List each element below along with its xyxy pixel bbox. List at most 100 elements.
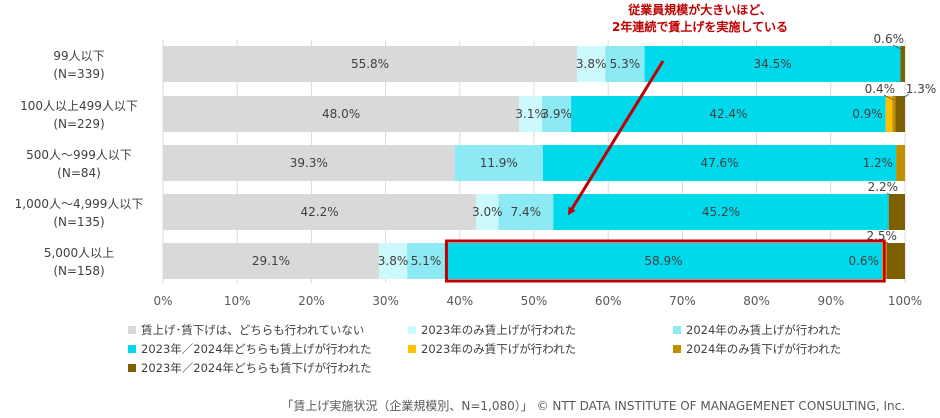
data-label: 58.9% (644, 254, 682, 268)
highlight-box (444, 239, 886, 283)
bar-segment (577, 46, 606, 82)
legend-swatch (673, 326, 681, 334)
legend-item: 2023年／2024年どちらも賃下げが行われた (128, 360, 371, 376)
category-sample-size: (N=158) (53, 264, 105, 278)
label-leader-line (899, 93, 910, 101)
legend-swatch (128, 345, 136, 353)
legend-item: 2024年のみ賃下げが行われた (673, 341, 841, 357)
category-label: 5,000人以上 (N=158) (4, 244, 154, 280)
category-name: 500人～999人以下 (26, 148, 132, 162)
category-label: 500人～999人以下 (N=84) (4, 146, 154, 182)
bar-segment (888, 194, 905, 230)
category-label: 100人以上499人以下 (N=229) (4, 97, 154, 133)
data-label: 3.0% (472, 205, 503, 219)
bar-segment (163, 96, 520, 132)
x-tick-label: 80% (743, 294, 770, 308)
legend-swatch (408, 326, 416, 334)
category-sample-size: (N=229) (53, 117, 105, 131)
bar-segment (519, 96, 543, 132)
bar-segment (900, 46, 905, 82)
legend-item: 2024年のみ賃上げが行われた (673, 322, 841, 338)
chart-caption: 「賃上げ実施状況（企業規模別、N=1,080）」 © NTT DATA INST… (281, 399, 905, 413)
data-label: 3.8% (378, 254, 409, 268)
label-leader-line (885, 241, 896, 248)
legend-label: 賃上げ･賃下げは、どちらも行われていない (141, 323, 365, 337)
bar-segment (542, 96, 572, 132)
bar-segment (885, 96, 893, 132)
data-label: 0.9% (852, 107, 883, 121)
annotation-arrow (567, 60, 665, 216)
x-tick-label: 50% (521, 294, 548, 308)
data-label: 11.9% (480, 156, 518, 170)
legend-item: 2023年のみ賃下げが行われた (408, 341, 576, 357)
legend-label: 2023年／2024年どちらも賃下げが行われた (141, 361, 372, 375)
x-tick-label: 100% (888, 294, 922, 308)
legend-label: 2023年のみ賃上げが行われた (421, 323, 577, 337)
data-label: 5.3% (610, 57, 641, 71)
category-name: 99人以下 (53, 49, 105, 63)
annotation-line-2: 2年連続で賃上げを実施している (612, 20, 788, 34)
x-tick-label: 0% (153, 294, 172, 308)
data-label: 39.3% (290, 156, 328, 170)
bar-segment (896, 145, 905, 181)
data-label: 29.1% (252, 254, 290, 268)
bar-segment (444, 243, 882, 279)
chart-annotation: 従業員規模が大きいほど、 2年連続で賃上げを実施している (570, 2, 830, 36)
bar-segment (454, 145, 543, 181)
label-leader-line (886, 192, 898, 199)
legend-label: 2023年／2024年どちらも賃上げが行われた (141, 342, 372, 356)
label-leader-line (892, 44, 903, 51)
category-sample-size: (N=135) (53, 215, 105, 229)
legend-label: 2024年のみ賃下げが行われた (686, 342, 842, 356)
data-label: 1.2% (863, 156, 894, 170)
legend-label: 2023年のみ賃下げが行われた (421, 342, 577, 356)
category-sample-size: (N=84) (57, 166, 101, 180)
data-label: 48.0% (322, 107, 360, 121)
x-tick-label: 40% (446, 294, 473, 308)
bar-segment (605, 46, 645, 82)
data-label: 55.8% (351, 57, 389, 71)
bar-segment (644, 46, 901, 82)
label-leader-line (883, 94, 895, 101)
legend-item: 2023年のみ賃上げが行われた (408, 322, 576, 338)
legend-swatch (673, 345, 681, 353)
data-label: 5.1% (411, 254, 442, 268)
legend-swatch (128, 364, 136, 372)
data-label: 42.4% (709, 107, 747, 121)
category-name: 1,000人～4,999人以下 (14, 197, 144, 211)
data-label: 42.2% (300, 205, 338, 219)
bar-segment (163, 46, 578, 82)
category-label: 1,000人～4,999人以下 (N=135) (4, 195, 154, 231)
bar-segment (476, 194, 499, 230)
data-label: 0.6% (874, 32, 905, 46)
data-label: 7.4% (511, 205, 542, 219)
x-tick-label: 60% (595, 294, 622, 308)
legend-label: 2024年のみ賃上げが行われた (686, 323, 842, 337)
legend-swatch (128, 326, 136, 334)
data-label: 3.1% (515, 107, 546, 121)
data-label: 3.8% (576, 57, 607, 71)
data-label: 1.3% (906, 82, 937, 96)
x-tick-label: 20% (298, 294, 325, 308)
data-label: 0.6% (848, 254, 879, 268)
bar-segment (163, 243, 379, 279)
x-tick-label: 90% (817, 294, 844, 308)
category-name: 5,000人以上 (43, 246, 115, 260)
bar-segment (895, 96, 905, 132)
category-sample-size: (N=339) (53, 67, 105, 81)
data-label: 34.5% (753, 57, 791, 71)
data-label: 0.4% (865, 82, 896, 96)
x-tick-label: 30% (372, 294, 399, 308)
category-name: 100人以上499人以下 (20, 99, 138, 113)
legend-item: 2023年／2024年どちらも賃上げが行われた (128, 341, 371, 357)
x-tick-label: 70% (669, 294, 696, 308)
bar-segment (553, 194, 889, 230)
annotation-line-1: 従業員規模が大きいほど、 (628, 3, 772, 17)
category-label: 99人以下 (N=339) (4, 47, 154, 83)
bar-segment (407, 243, 445, 279)
bar-segment (378, 243, 408, 279)
data-label: 47.6% (700, 156, 738, 170)
legend-swatch (408, 345, 416, 353)
bar-segment (163, 145, 455, 181)
